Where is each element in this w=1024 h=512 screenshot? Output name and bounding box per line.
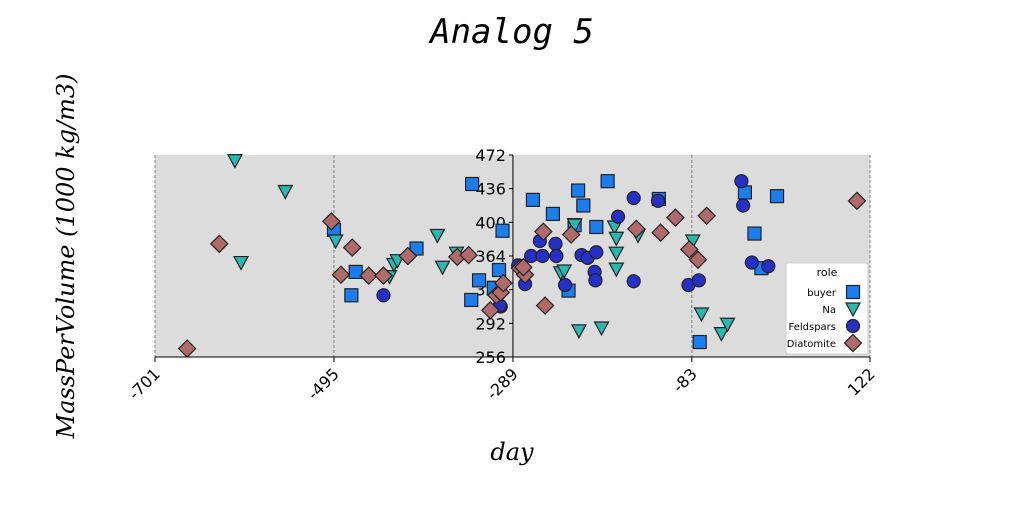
legend-label-na: Na	[822, 305, 836, 316]
point-diatomite	[847, 191, 867, 211]
point-buyer	[600, 174, 615, 189]
point-na	[226, 154, 243, 169]
point-feldspars	[589, 245, 604, 260]
point-na	[570, 324, 587, 340]
point-buyer	[576, 198, 591, 213]
point-feldspars	[761, 259, 776, 274]
series-diatomite	[177, 191, 867, 358]
x-tick-label: -701	[125, 364, 164, 403]
point-diatomite	[679, 240, 699, 259]
point-buyer	[545, 206, 560, 222]
point-diatomite	[651, 223, 670, 242]
point-feldspars	[549, 248, 564, 264]
point-diatomite	[359, 266, 379, 285]
point-diatomite	[459, 245, 478, 265]
y-tick-label: 472	[475, 146, 506, 165]
point-feldspars	[557, 277, 573, 293]
x-tick-label: -83	[669, 364, 701, 396]
point-na	[608, 262, 625, 278]
point-diatomite	[480, 300, 500, 320]
x-tick-label: 122	[844, 364, 879, 399]
point-buyer	[769, 189, 785, 204]
series-feldspars	[376, 174, 776, 314]
point-diatomite	[494, 273, 513, 293]
legend-marker-na	[844, 302, 862, 318]
point-diatomite	[561, 225, 581, 244]
point-feldspars	[734, 174, 749, 189]
y-tick-label: 364	[475, 247, 506, 266]
legend-marker-feldspars	[845, 318, 861, 334]
y-axis-label: MassPerVolume (1000 kg/m3)	[52, 73, 80, 439]
point-feldspars	[626, 190, 641, 206]
point-feldspars	[588, 273, 603, 288]
point-diatomite	[322, 212, 341, 231]
point-diatomite	[398, 246, 418, 266]
legend-label-diatomite: Diatomite	[787, 339, 836, 350]
point-feldspars	[626, 274, 641, 289]
x-tick-label: -289	[483, 364, 522, 403]
point-feldspars	[691, 273, 706, 288]
point-na	[277, 184, 294, 200]
chart-title: Analog 5	[428, 12, 594, 52]
point-na	[608, 246, 625, 262]
point-diatomite	[626, 219, 646, 239]
point-na	[608, 231, 625, 247]
point-diatomite	[533, 222, 553, 242]
y-tick-label: 436	[475, 180, 506, 199]
point-feldspars	[650, 193, 666, 208]
point-buyer	[344, 288, 359, 303]
point-diatomite	[697, 206, 717, 226]
point-na	[233, 255, 250, 271]
point-diatomite	[209, 234, 229, 254]
point-diatomite	[666, 208, 685, 228]
point-buyer	[692, 334, 707, 350]
point-buyer	[589, 219, 604, 235]
point-feldspars	[535, 248, 550, 264]
point-na	[556, 264, 573, 280]
point-buyer	[525, 192, 541, 207]
point-buyer	[570, 183, 586, 198]
point-diatomite	[535, 296, 555, 315]
legend-label-buyer: buyer	[807, 288, 837, 299]
point-na	[693, 307, 710, 323]
series-buyer	[326, 174, 785, 350]
point-diatomite	[374, 266, 393, 285]
point-na	[327, 234, 344, 250]
point-na	[434, 260, 451, 276]
point-diatomite	[331, 265, 351, 285]
legend-marker-diatomite	[843, 333, 863, 353]
point-diatomite	[688, 250, 708, 270]
point-buyer	[495, 223, 510, 238]
point-feldspars	[376, 288, 391, 303]
point-diatomite	[177, 339, 197, 358]
point-feldspars	[548, 236, 563, 251]
point-na	[429, 228, 446, 244]
y-tick-label: 292	[475, 314, 506, 333]
point-buyer	[491, 262, 507, 278]
point-feldspars	[744, 255, 759, 270]
point-buyer	[465, 176, 480, 192]
x-tick-label: -495	[304, 364, 343, 403]
legend-marker-buyer	[845, 284, 861, 300]
point-na	[593, 321, 610, 337]
point-buyer	[747, 226, 762, 241]
legend: role buyer Na Feldspars Diatomite	[785, 262, 869, 355]
point-buyer	[348, 264, 363, 279]
point-diatomite	[514, 257, 533, 277]
point-buyer	[409, 241, 424, 256]
legend-title: role	[817, 266, 838, 279]
point-feldspars	[736, 198, 751, 213]
point-feldspars	[610, 209, 626, 224]
y-tick-label: 256	[475, 348, 506, 367]
point-na	[713, 327, 730, 342]
point-na	[719, 317, 736, 333]
point-diatomite	[342, 238, 362, 257]
legend-label-feldspars: Feldspars	[789, 322, 837, 333]
point-buyer	[464, 292, 479, 308]
x-axis-label: day	[490, 438, 534, 466]
point-buyer	[471, 273, 487, 288]
